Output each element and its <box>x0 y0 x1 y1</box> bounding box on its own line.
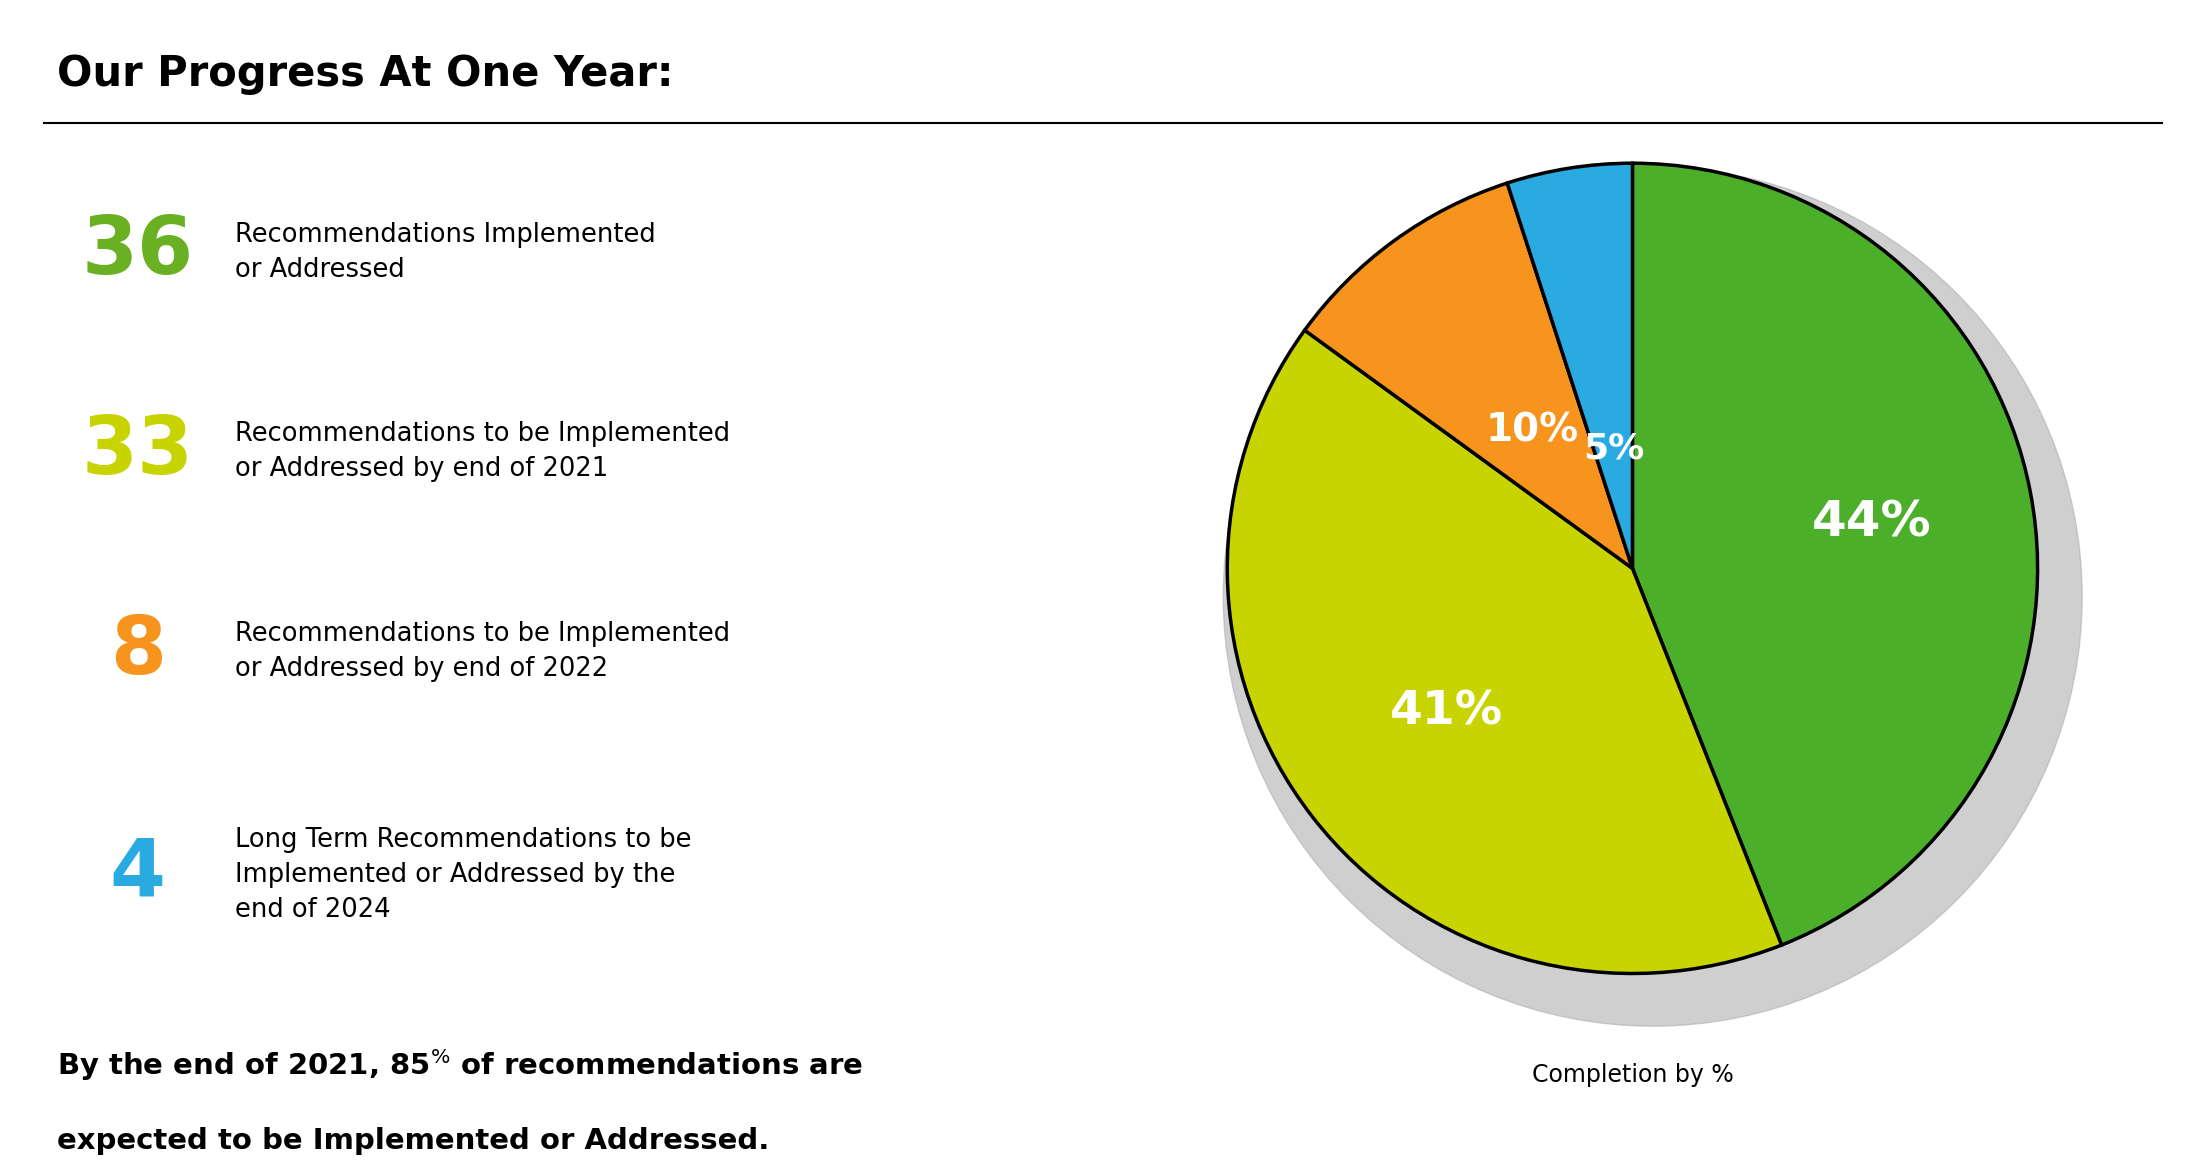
Text: 36: 36 <box>82 214 194 291</box>
Text: Completion by %: Completion by % <box>1531 1062 1734 1087</box>
Text: 8: 8 <box>110 613 165 690</box>
Wedge shape <box>1227 330 1782 973</box>
Text: By the end of 2021, 85$^{\sf{\%}}$ of recommendations are: By the end of 2021, 85$^{\sf{\%}}$ of re… <box>57 1047 863 1084</box>
Text: 4: 4 <box>110 836 165 913</box>
Wedge shape <box>1304 183 1632 568</box>
Text: 41%: 41% <box>1390 690 1502 735</box>
Text: 33: 33 <box>82 413 194 491</box>
Text: Our Progress At One Year:: Our Progress At One Year: <box>57 53 673 95</box>
Text: 10%: 10% <box>1487 412 1579 450</box>
Text: Recommendations to be Implemented
or Addressed by end of 2021: Recommendations to be Implemented or Add… <box>236 421 730 483</box>
Text: 5%: 5% <box>1582 431 1643 465</box>
Wedge shape <box>1507 163 1632 568</box>
Ellipse shape <box>1224 167 2082 1026</box>
Text: Recommendations to be Implemented
or Addressed by end of 2022: Recommendations to be Implemented or Add… <box>236 621 730 682</box>
Text: Long Term Recommendations to be
Implemented or Addressed by the
end of 2024: Long Term Recommendations to be Implemen… <box>236 826 693 923</box>
Wedge shape <box>1632 163 2038 945</box>
Text: expected to be Implemented or Addressed.: expected to be Implemented or Addressed. <box>57 1127 770 1155</box>
Text: Recommendations Implemented
or Addressed: Recommendations Implemented or Addressed <box>236 222 655 283</box>
Text: 44%: 44% <box>1811 499 1930 547</box>
